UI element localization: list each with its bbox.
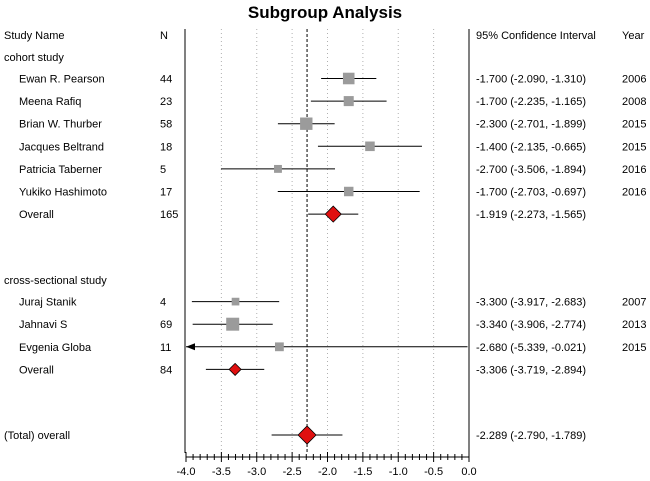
header-ci: 95% Confidence Interval xyxy=(476,30,596,42)
ci-text: -1.700 (-2.703, -0.697) xyxy=(476,187,586,199)
sample-size: 18 xyxy=(160,141,172,153)
ci-arrow-left xyxy=(186,343,195,351)
header-study-name: Study Name xyxy=(4,30,65,42)
year-value: 2015 xyxy=(622,342,646,354)
overall-label: Overall xyxy=(19,364,54,376)
year-value: 2015 xyxy=(622,119,646,131)
group-label: cohort study xyxy=(4,52,64,64)
ci-text: -2.300 (-2.701, -1.899) xyxy=(476,119,586,131)
year-value: 2007 xyxy=(622,297,646,309)
study-marker xyxy=(300,117,313,130)
year-value: 2008 xyxy=(622,96,646,108)
sample-size: 165 xyxy=(160,209,178,221)
x-tick-label: -0.5 xyxy=(424,466,443,478)
ci-text: -1.700 (-2.235, -1.165) xyxy=(476,96,586,108)
ci-text: -2.700 (-3.506, -1.894) xyxy=(476,164,586,176)
ci-text: -1.700 (-2.090, -1.310) xyxy=(476,74,586,86)
year-value: 2016 xyxy=(622,187,646,199)
chart-title: Subgroup Analysis xyxy=(248,3,402,22)
year-value: 2016 xyxy=(622,164,646,176)
study-name: Jahnavi S xyxy=(19,319,67,331)
x-tick-label: 0.0 xyxy=(461,466,476,478)
study-name: Juraj Stanik xyxy=(19,297,77,309)
ci-text: -3.300 (-3.917, -2.683) xyxy=(476,297,586,309)
study-marker xyxy=(274,164,282,173)
study-name: Meena Rafiq xyxy=(19,96,81,108)
x-tick-label: -2.0 xyxy=(318,466,337,478)
ci-text: -1.919 (-2.273, -1.565) xyxy=(476,209,586,221)
x-tick-label: -2.5 xyxy=(283,466,302,478)
ci-text: -3.340 (-3.906, -2.774) xyxy=(476,319,586,331)
study-marker xyxy=(231,297,240,306)
study-name: Brian W. Thurber xyxy=(19,119,102,131)
sample-size: 4 xyxy=(160,297,166,309)
summary-diamond xyxy=(228,362,242,376)
sample-size: 69 xyxy=(160,319,172,331)
ci-text: -2.680 (-5.339, -0.021) xyxy=(476,342,586,354)
sample-size: 84 xyxy=(160,364,172,376)
study-name: Patricia Taberner xyxy=(19,164,102,176)
ci-text: -3.306 (-3.719, -2.894) xyxy=(476,364,586,376)
sample-size: 17 xyxy=(160,187,172,199)
ci-text: -2.289 (-2.790, -1.789) xyxy=(476,430,586,442)
study-name: Ewan R. Pearson xyxy=(19,74,105,86)
year-value: 2013 xyxy=(622,319,646,331)
x-tick-label: -4.0 xyxy=(177,466,196,478)
study-marker xyxy=(274,342,284,352)
study-marker xyxy=(226,317,240,331)
study-name: Yukiko Hashimoto xyxy=(19,187,107,199)
study-marker xyxy=(342,72,355,85)
year-value: 2015 xyxy=(622,141,646,153)
header-year: Year xyxy=(622,30,645,42)
sample-size: 44 xyxy=(160,74,172,86)
sample-size: 58 xyxy=(160,119,172,131)
summary-diamond xyxy=(297,425,317,445)
sample-size: 23 xyxy=(160,96,172,108)
header-n: N xyxy=(160,30,168,42)
sample-size: 11 xyxy=(160,342,171,354)
group-label: cross-sectional study xyxy=(4,275,107,287)
year-value: 2006 xyxy=(622,74,646,86)
study-marker xyxy=(343,186,354,197)
overall-label: (Total) overall xyxy=(4,430,70,442)
x-tick-label: -3.5 xyxy=(212,466,231,478)
study-marker xyxy=(365,141,375,152)
ci-text: -1.400 (-2.135, -0.665) xyxy=(476,141,586,153)
study-marker xyxy=(343,96,354,107)
summary-diamond xyxy=(324,205,342,223)
x-tick-label: -1.0 xyxy=(389,466,408,478)
study-name: Jacques Beltrand xyxy=(19,141,104,153)
sample-size: 5 xyxy=(160,164,166,176)
x-tick-label: -1.5 xyxy=(353,466,372,478)
study-name: Evgenia Globa xyxy=(19,342,92,354)
x-tick-label: -3.0 xyxy=(247,466,266,478)
overall-label: Overall xyxy=(19,209,54,221)
